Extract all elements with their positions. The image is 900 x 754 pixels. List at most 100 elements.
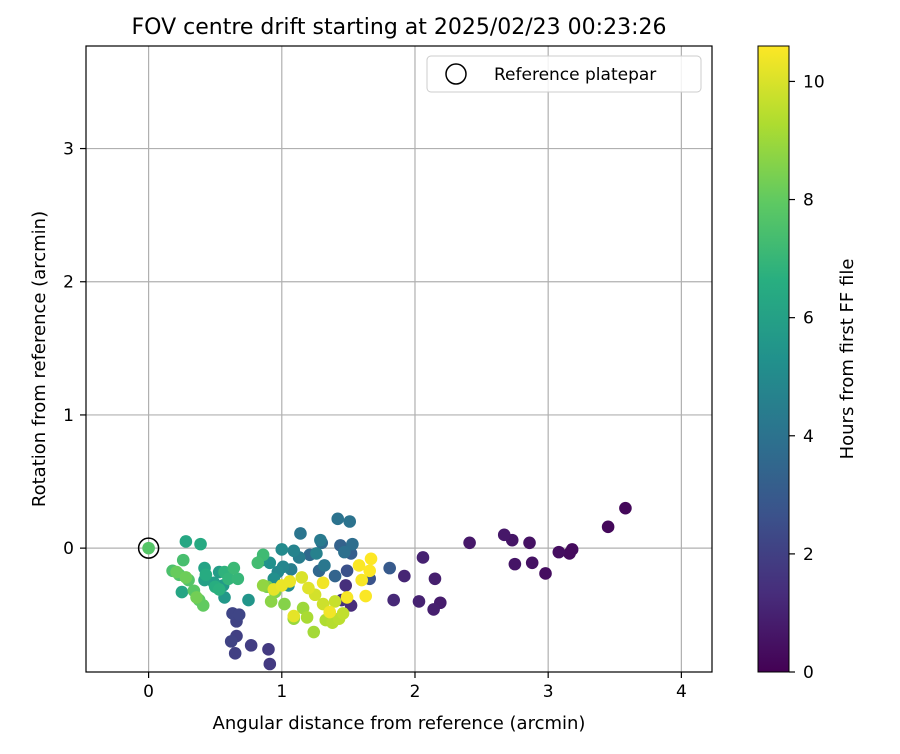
data-point: [294, 527, 307, 540]
data-point: [262, 643, 275, 656]
data-point: [339, 579, 353, 592]
data-point: [224, 635, 238, 648]
reference-marker-group: [137, 537, 160, 559]
data-point: [508, 557, 522, 571]
data-point: [340, 591, 354, 604]
data-point: [363, 564, 376, 578]
data-point: [318, 559, 331, 572]
data-point: [232, 608, 246, 622]
data-point: [619, 501, 632, 515]
legend: Reference platepar: [426, 55, 702, 93]
y-axis-label: Rotation from reference (arcmin): [29, 211, 50, 507]
data-point: [212, 583, 226, 596]
data-point: [190, 591, 203, 604]
data-point: [340, 564, 354, 578]
y-tick-label: 3: [63, 140, 74, 160]
x-tick-label: 3: [543, 682, 554, 702]
data-point: [263, 657, 277, 671]
data-point: [228, 647, 242, 660]
colorbar-tick-label: 0: [803, 663, 814, 683]
data-point: [227, 561, 241, 575]
data-point: [525, 556, 539, 570]
data-point: [231, 572, 245, 586]
data-point: [302, 581, 315, 595]
legend-box: [426, 55, 702, 93]
data-point: [563, 547, 576, 560]
data-point: [338, 545, 351, 559]
data-point: [287, 544, 301, 558]
data-point: [428, 572, 442, 586]
plot-frame: [85, 45, 713, 673]
data-point: [314, 533, 327, 547]
data-point: [251, 556, 265, 570]
data-point: [222, 572, 235, 586]
data-point: [523, 536, 536, 550]
axis-ticks: 0 1 2 3 4 0 1 2 3: [63, 140, 687, 702]
data-point: [336, 607, 350, 620]
colorbar-tick-label: 10: [803, 72, 825, 92]
x-tick-label: 2: [410, 682, 421, 702]
data-point: [346, 537, 359, 551]
data-point: [539, 567, 552, 580]
data-point: [244, 639, 258, 652]
data-point: [463, 536, 476, 550]
data-point: [310, 547, 323, 560]
chart-title: FOV centre drift starting at 2025/02/23 …: [132, 15, 667, 40]
legend-reference-marker-icon: [445, 63, 467, 85]
data-point: [331, 512, 345, 526]
data-point: [179, 571, 193, 584]
data-point: [278, 597, 291, 611]
data-point: [199, 568, 213, 582]
data-point: [328, 569, 342, 583]
data-point: [398, 569, 411, 583]
colorbar-tick-label: 6: [803, 309, 814, 329]
colorbar-tick-label: 2: [803, 545, 814, 565]
data-point: [275, 543, 289, 556]
colorbar-tick-label: 8: [803, 191, 814, 211]
x-tick-label: 0: [143, 682, 154, 702]
data-point: [287, 609, 301, 623]
y-tick-label: 0: [63, 539, 74, 559]
data-point: [412, 595, 426, 608]
data-point: [179, 535, 193, 548]
data-point: [328, 595, 342, 608]
x-axis-label: Angular distance from reference (arcmin): [213, 713, 586, 734]
data-point: [316, 576, 330, 590]
data-point: [387, 593, 400, 607]
x-tick-label: 4: [676, 682, 687, 702]
data-point: [307, 625, 321, 639]
reference-platepar-marker: [137, 537, 160, 559]
data-point: [283, 575, 297, 588]
data-point: [359, 589, 373, 603]
reference-fill-point: [142, 541, 155, 555]
data-point: [552, 545, 566, 559]
plot-area: [86, 46, 712, 672]
data-point: [176, 553, 190, 567]
data-point: [416, 551, 430, 564]
data-point: [601, 520, 615, 534]
data-point: [427, 603, 440, 616]
x-tick-label: 1: [276, 682, 287, 702]
data-point: [364, 552, 378, 566]
data-point: [194, 537, 207, 551]
data-point: [264, 595, 278, 608]
data-point: [343, 515, 357, 528]
data-point: [256, 579, 270, 592]
y-tick-label: 1: [63, 406, 74, 426]
data-point: [242, 593, 255, 607]
colorbar-label: Hours from first FF file: [837, 259, 858, 460]
data-point: [323, 605, 337, 619]
colorbar-tick-label: 4: [803, 427, 814, 447]
data-point: [355, 573, 369, 587]
legend-entry-label: Reference platepar: [494, 65, 656, 85]
data-point: [295, 571, 309, 584]
data-point: [300, 611, 314, 624]
data-point: [170, 565, 183, 579]
colorbar-ticks: 0 2 4 6 8 10: [789, 72, 825, 683]
grid-lines: [86, 46, 712, 672]
data-point: [497, 528, 511, 542]
data-point: [175, 585, 189, 599]
data-point: [383, 561, 396, 575]
